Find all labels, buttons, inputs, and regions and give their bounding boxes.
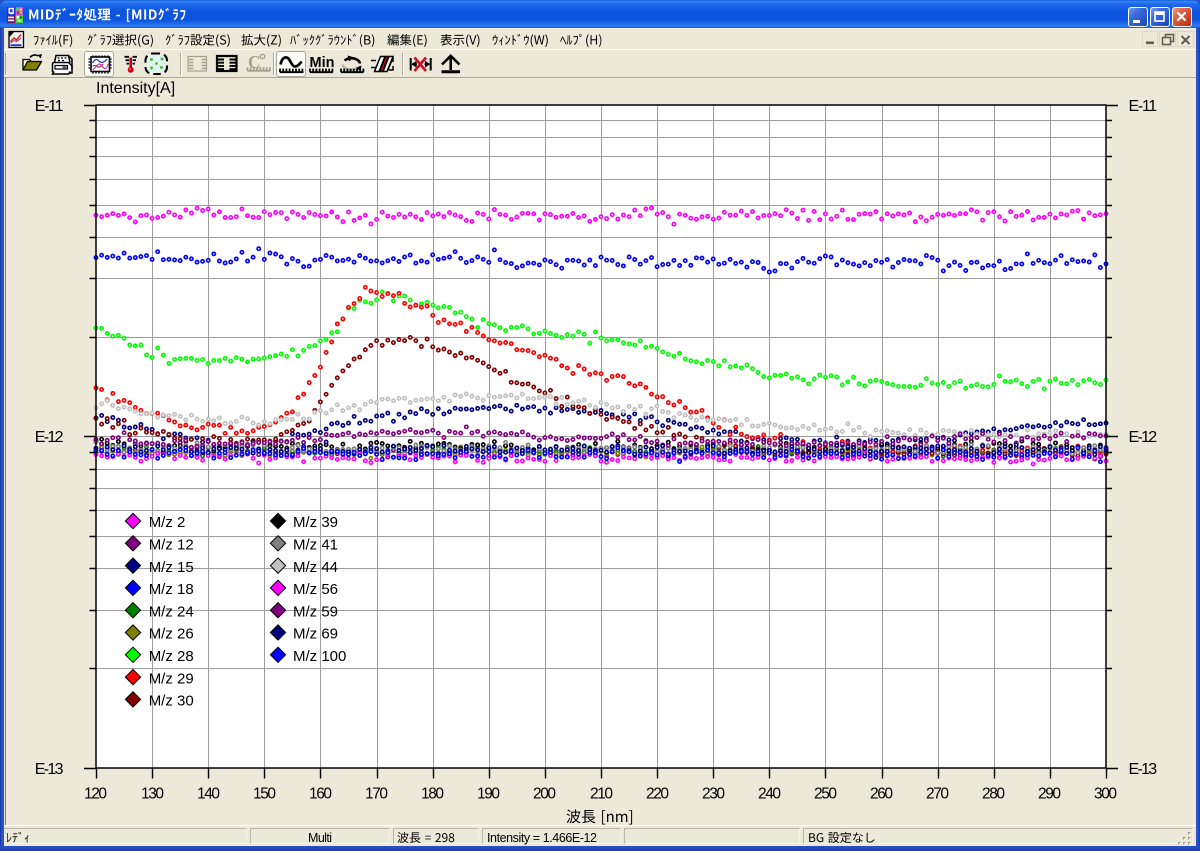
svg-text:M/z 30: M/z 30 xyxy=(149,693,194,710)
svg-text:M/z 18: M/z 18 xyxy=(149,581,194,598)
svg-text:M/z 24: M/z 24 xyxy=(149,603,194,620)
svg-text:M/z 39: M/z 39 xyxy=(293,514,338,531)
svg-text:Intensity[A]: Intensity[A] xyxy=(96,80,175,97)
svg-text:180: 180 xyxy=(421,786,444,803)
svg-text:300: 300 xyxy=(1094,786,1117,803)
svg-text:280: 280 xyxy=(982,786,1005,803)
svg-text:220: 220 xyxy=(646,786,669,803)
svg-text:270: 270 xyxy=(926,786,949,803)
svg-text:Intensity = 1.466E-12: Intensity = 1.466E-12 xyxy=(487,831,597,845)
svg-text:M/z 12: M/z 12 xyxy=(149,537,194,554)
svg-text:130: 130 xyxy=(141,786,164,803)
svg-text:150: 150 xyxy=(253,786,276,803)
svg-text:M/z 15: M/z 15 xyxy=(149,559,194,576)
svg-text:E-12: E-12 xyxy=(35,429,64,446)
svg-text:250: 250 xyxy=(814,786,837,803)
svg-text:170: 170 xyxy=(365,786,388,803)
svg-text:M/z 69: M/z 69 xyxy=(293,626,338,643)
svg-text:M/z 59: M/z 59 xyxy=(293,603,338,620)
svg-text:E-13: E-13 xyxy=(1129,761,1158,778)
svg-text:M/z 28: M/z 28 xyxy=(149,648,194,665)
svg-text:M/z 2: M/z 2 xyxy=(149,514,186,531)
svg-text:240: 240 xyxy=(758,786,781,803)
svg-text:C: C xyxy=(248,52,261,72)
svg-text:Multi: Multi xyxy=(308,831,332,845)
svg-text:E-11: E-11 xyxy=(35,98,64,115)
svg-text:230: 230 xyxy=(702,786,725,803)
svg-text:E-12: E-12 xyxy=(1129,429,1158,446)
svg-text:120: 120 xyxy=(84,786,107,803)
svg-text:140: 140 xyxy=(197,786,220,803)
svg-text:190: 190 xyxy=(477,786,500,803)
svg-text:210: 210 xyxy=(590,786,613,803)
svg-text:E-11: E-11 xyxy=(1129,98,1158,115)
svg-text:290: 290 xyxy=(1038,786,1061,803)
svg-text:M/z 26: M/z 26 xyxy=(149,626,194,643)
svg-text:M/z 44: M/z 44 xyxy=(293,559,338,576)
svg-text:M/z 100: M/z 100 xyxy=(293,648,346,665)
svg-text:E-13: E-13 xyxy=(35,761,64,778)
svg-text:Min: Min xyxy=(310,55,335,71)
svg-text:M/z 56: M/z 56 xyxy=(293,581,338,598)
svg-text:260: 260 xyxy=(870,786,893,803)
svg-text:200: 200 xyxy=(533,786,556,803)
svg-text:M/z 41: M/z 41 xyxy=(293,537,338,554)
svg-text:M/z 29: M/z 29 xyxy=(149,670,194,687)
svg-text:160: 160 xyxy=(309,786,332,803)
